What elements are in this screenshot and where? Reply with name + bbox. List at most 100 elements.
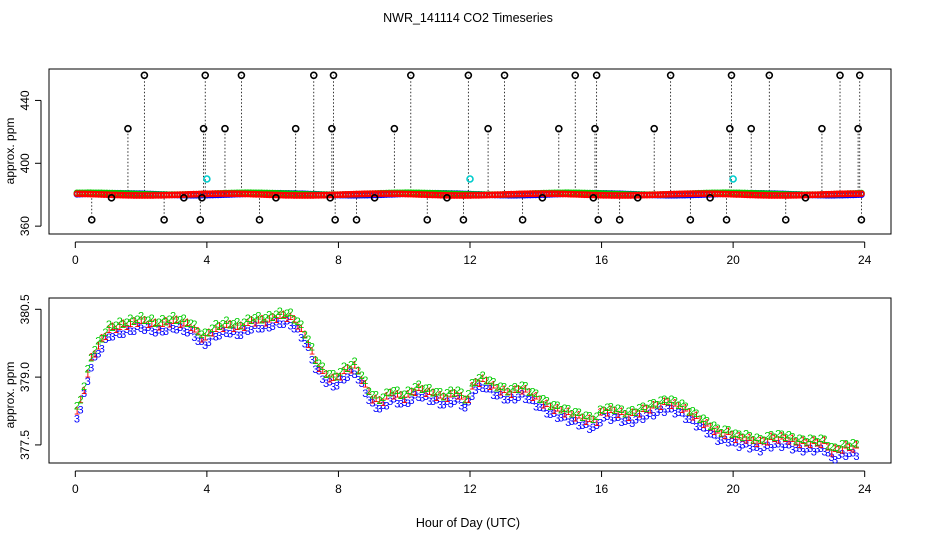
series-2-symbol: 2 xyxy=(295,316,301,328)
series-1-symbol: 1 xyxy=(380,397,386,409)
series-3-symbol: 3 xyxy=(811,447,817,459)
series-1-symbol: 1 xyxy=(740,433,746,445)
series-3-symbol: 3 xyxy=(647,408,653,420)
series-2-symbol: 2 xyxy=(718,428,724,440)
series-3-symbol: 3 xyxy=(184,327,190,339)
series-3-symbol: 3 xyxy=(419,392,425,404)
series-1-symbol: 1 xyxy=(661,396,667,408)
flag-point xyxy=(255,216,264,224)
series-3-symbol: 3 xyxy=(828,452,834,464)
series-2-symbol: 2 xyxy=(558,405,564,417)
series-2-symbol: 2 xyxy=(259,314,265,326)
series-3-symbol: 3 xyxy=(480,383,486,395)
series-3-symbol: 3 xyxy=(213,332,219,344)
series-3-point xyxy=(855,190,863,198)
flag-point xyxy=(124,124,132,133)
series-2-symbol: 2 xyxy=(238,321,244,333)
series-1-symbol: 1 xyxy=(465,394,471,406)
series-2-symbol: 2 xyxy=(319,361,325,373)
series-2-symbol: 2 xyxy=(811,434,817,446)
series-3-symbol: 3 xyxy=(465,397,471,409)
series-2-symbol: 2 xyxy=(846,441,852,453)
series-3-point xyxy=(857,190,865,198)
series-2-symbol: 2 xyxy=(401,389,407,401)
series-2-symbol: 2 xyxy=(145,315,151,327)
series-3-symbol: 3 xyxy=(487,384,493,396)
series-3-symbol: 3 xyxy=(344,372,350,384)
series-3-symbol: 3 xyxy=(156,324,162,336)
series-1-symbol: 1 xyxy=(227,319,233,331)
series-2-symbol: 2 xyxy=(330,368,336,380)
series-3-symbol: 3 xyxy=(120,329,126,341)
series-3-symbol: 3 xyxy=(853,451,859,463)
series-2-symbol: 2 xyxy=(109,322,115,334)
series-2-symbol: 2 xyxy=(437,386,443,398)
series-1-symbol: 1 xyxy=(718,428,724,440)
series-2-symbol: 2 xyxy=(223,315,229,327)
series-2-symbol: 2 xyxy=(117,316,123,328)
series-3-symbol: 3 xyxy=(583,419,589,431)
series-1-symbol: 1 xyxy=(309,345,315,357)
series-3-symbol: 3 xyxy=(295,323,301,335)
series-1-symbol: 1 xyxy=(88,352,94,364)
series-1-symbol: 1 xyxy=(138,315,144,327)
top-panel: approx. ppm 0 4 8 12 16 20 24 360 400 440 xyxy=(3,68,892,267)
series-2-symbol: 2 xyxy=(505,386,511,398)
series-2-symbol: 2 xyxy=(184,318,190,330)
series-2-symbol: 2 xyxy=(174,315,180,327)
series-3-symbol: 3 xyxy=(562,412,568,424)
series-3-symbol: 3 xyxy=(750,442,756,454)
series-1-symbol: 1 xyxy=(149,318,155,330)
series-2-symbol: 2 xyxy=(800,434,806,446)
series-1-symbol: 1 xyxy=(647,405,653,417)
series-3-symbol: 3 xyxy=(373,403,379,415)
series-1-symbol: 1 xyxy=(323,368,329,380)
series-3-symbol: 3 xyxy=(711,430,717,442)
series-3-symbol: 3 xyxy=(672,408,678,420)
series-1-symbol: 1 xyxy=(369,395,375,407)
series-3-symbol: 3 xyxy=(337,374,343,386)
series-2-symbol: 2 xyxy=(334,372,340,384)
series-1-symbol: 1 xyxy=(508,389,514,401)
series-3-symbol: 3 xyxy=(818,443,824,455)
series-1-symbol: 1 xyxy=(330,372,336,384)
series-3-symbol: 3 xyxy=(757,446,763,458)
series-1-symbol: 1 xyxy=(501,384,507,396)
series-2-symbol: 2 xyxy=(554,400,560,412)
series-1-symbol: 1 xyxy=(526,387,532,399)
series-1-symbol: 1 xyxy=(74,406,80,418)
series-3-symbol: 3 xyxy=(537,402,543,414)
series-1-symbol: 1 xyxy=(362,379,368,391)
series-3-symbol: 3 xyxy=(334,380,340,392)
series-3-symbol: 3 xyxy=(597,417,603,429)
series-3-symbol: 3 xyxy=(839,449,845,461)
top-y-tick-label: 400 xyxy=(18,153,32,173)
series-3-symbol: 3 xyxy=(768,443,774,455)
flag-point xyxy=(615,216,624,224)
series-1-symbol: 1 xyxy=(384,390,390,402)
series-2-symbol: 2 xyxy=(622,409,628,421)
flag-point xyxy=(423,216,432,224)
series-1-symbol: 1 xyxy=(270,311,276,323)
series-2-symbol: 2 xyxy=(483,376,489,388)
series-2-symbol: 2 xyxy=(740,432,746,444)
series-1-symbol: 1 xyxy=(629,407,635,419)
series-2-symbol: 2 xyxy=(266,309,272,321)
series-1-symbol: 1 xyxy=(604,408,610,420)
series-3-symbol: 3 xyxy=(298,332,304,344)
series-2-symbol: 2 xyxy=(81,381,87,393)
series-3-symbol: 3 xyxy=(718,435,724,447)
series-2-symbol: 2 xyxy=(501,381,507,393)
series-1-symbol: 1 xyxy=(401,394,407,406)
series-3-symbol: 3 xyxy=(280,319,286,331)
series-1-symbol: 1 xyxy=(480,373,486,385)
series-3-symbol: 3 xyxy=(643,411,649,423)
series-1-symbol: 1 xyxy=(248,314,254,326)
series-3-symbol: 3 xyxy=(761,442,767,454)
series-3-symbol: 3 xyxy=(675,407,681,419)
series-1-symbol: 1 xyxy=(668,400,674,412)
series-3-symbol: 3 xyxy=(88,362,94,374)
series-3-symbol: 3 xyxy=(501,395,507,407)
series-2-symbol: 2 xyxy=(341,361,347,373)
series-3-symbol: 3 xyxy=(95,348,101,360)
